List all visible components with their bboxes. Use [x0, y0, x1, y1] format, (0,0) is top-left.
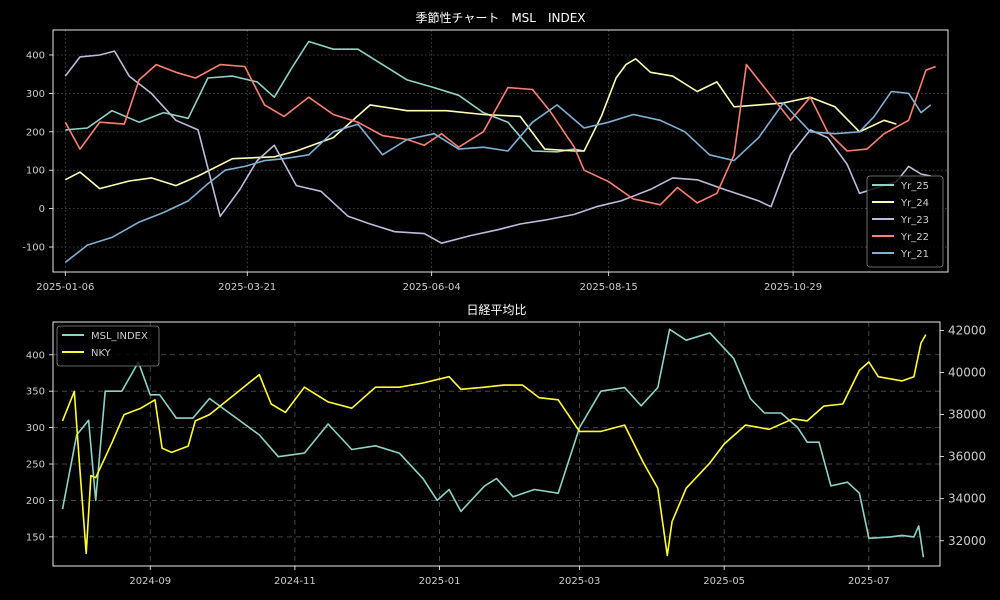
- series-line-nky: [61, 334, 927, 557]
- series-line-yr-22: [64, 63, 936, 206]
- grid: [53, 322, 940, 566]
- y-tick-label: 400: [26, 50, 45, 61]
- series-line-msl-index: [61, 328, 925, 558]
- x-tick-label: 2025-05: [703, 576, 745, 587]
- legend-label: Yr_25: [900, 181, 929, 192]
- series-line-yr-24: [64, 57, 897, 190]
- legend-box: [866, 175, 944, 268]
- y-tick-label: 150: [26, 532, 45, 543]
- seasonality-chart: 季節性チャート MSL INDEX 2025-01-06 2025-03-21 202…: [22, 10, 949, 293]
- y-tick-label: -100: [22, 243, 45, 254]
- y-right-tick-label: 38000: [948, 408, 986, 422]
- chart-title: 季節性チャート MSL INDEX: [415, 10, 585, 25]
- y-right-tick-label: 34000: [948, 492, 986, 506]
- series-line-yr-23: [64, 50, 931, 244]
- y-tick-label: 100: [26, 166, 45, 177]
- x-tick-label: 2024-11: [274, 576, 316, 587]
- nikkei-ratio-chart: 日経平均比 2024-09 2024-11 2025-01 2025-03 2025-05…: [26, 303, 986, 587]
- x-tick-label: 2025-03: [559, 576, 601, 587]
- chart-title: 日経平均比: [466, 303, 526, 317]
- y-tick-label: 300: [26, 423, 45, 434]
- legend: MSL_INDEX NKY: [56, 325, 160, 367]
- series-line-yr-25: [65, 40, 585, 153]
- y-tick-label: 200: [26, 496, 45, 507]
- x-tick-label: 2025-06-04: [403, 282, 461, 293]
- series-line-yr-21: [64, 90, 932, 264]
- x-tick-label: 2025-10-29: [764, 282, 822, 293]
- legend: Yr_25 Yr_24 Yr_23 Yr_22 Yr_21: [866, 175, 944, 268]
- y-right-tick-label: 36000: [948, 450, 986, 464]
- y-tick-label: 300: [26, 89, 45, 100]
- legend-label: Yr_23: [900, 215, 929, 226]
- legend-label: NKY: [91, 348, 112, 359]
- x-tick-label: 2025-07: [848, 576, 890, 587]
- x-tick-label: 2025-08-15: [580, 282, 638, 293]
- y-tick-label: 0: [39, 204, 45, 215]
- plot-frame: [52, 321, 941, 567]
- legend-label: Yr_22: [900, 232, 929, 243]
- legend-label: Yr_21: [900, 249, 929, 260]
- x-tick-label: 2025-03-21: [218, 282, 276, 293]
- x-tick-label: 2025-01: [419, 576, 461, 587]
- y-tick-label: 350: [26, 387, 45, 398]
- x-tick-label: 2025-01-06: [36, 282, 94, 293]
- grid: [53, 30, 948, 272]
- y-tick-label: 200: [26, 127, 45, 138]
- legend-label: MSL_INDEX: [91, 331, 148, 342]
- y-tick-label: 250: [26, 460, 45, 471]
- legend-label: Yr_24: [900, 198, 929, 209]
- y-right-tick-label: 40000: [948, 365, 986, 379]
- x-tick-label: 2024-09: [129, 576, 171, 587]
- y-right-tick-label: 32000: [948, 534, 986, 548]
- y-right-tick-label: 42000: [948, 323, 986, 337]
- y-tick-label: 400: [26, 350, 45, 361]
- plot-frame: [52, 29, 949, 273]
